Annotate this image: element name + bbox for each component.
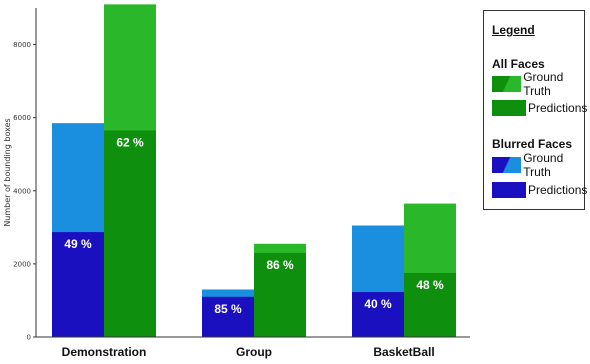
legend-item-all-ground-truth: Ground Truth [492, 70, 584, 98]
legend-title: Legend [492, 23, 535, 37]
legend-item-all-predictions: Predictions [492, 99, 587, 117]
legend-swatch [492, 76, 522, 92]
data-label-all: 62 % [116, 135, 144, 149]
y-tick-label: 0 [27, 334, 31, 342]
data-label-blurred: 40 % [364, 297, 392, 311]
legend-item-blurred-ground-truth: Ground Truth [492, 151, 584, 179]
data-label-all: 48 % [416, 278, 444, 292]
legend-item-blurred-predictions: Predictions [492, 181, 587, 199]
legend-group-blurred-faces: Blurred Faces [492, 137, 573, 151]
y-tick-label: 8000 [13, 41, 31, 49]
legend-item-label: Ground Truth [523, 151, 564, 179]
y-tick-label: 2000 [13, 260, 31, 268]
data-label-blurred: 85 % [214, 302, 242, 316]
bar-all-predictions [104, 130, 156, 337]
legend-swatch [492, 100, 526, 116]
bar-blurred-predictions [352, 292, 404, 337]
data-label-blurred: 49 % [64, 237, 92, 251]
axes: 0 2000 4000 6000 8000 Number of bounding boxe… [3, 8, 470, 359]
legend-group-all-faces: All Faces [492, 57, 545, 71]
x-tick-label: Group [236, 345, 272, 359]
x-tick-label: BasketBall [373, 345, 434, 359]
y-tick-label: 4000 [13, 187, 31, 195]
bar-blurred-predictions [202, 296, 254, 337]
data-label-all: 86 % [266, 258, 294, 272]
y-tick-label: 6000 [13, 114, 31, 122]
legend-item-label: Ground Truth [523, 70, 564, 98]
bar-all-predictions [404, 273, 456, 337]
legend-item-label: Predictions [528, 101, 588, 115]
legend-swatch [492, 182, 526, 198]
bar-blurred-predictions [52, 232, 104, 337]
y-axis-label: Number of bounding boxes [3, 118, 12, 226]
bar-all-predictions [254, 252, 306, 337]
legend-swatch [492, 157, 522, 173]
x-tick-label: Demonstration [62, 345, 147, 359]
plot-area: 49 % 62 % 85 % 86 % 40 % 48 % [52, 4, 456, 338]
legend: Legend All Faces Ground Truth Prediction… [483, 10, 587, 210]
legend-item-label: Predictions [528, 183, 588, 197]
